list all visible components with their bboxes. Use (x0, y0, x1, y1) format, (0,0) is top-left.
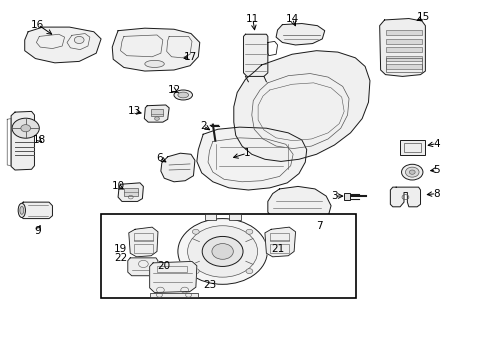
Polygon shape (243, 34, 267, 76)
Circle shape (21, 125, 30, 132)
Polygon shape (161, 153, 195, 182)
Polygon shape (264, 227, 295, 257)
Text: 23: 23 (203, 280, 216, 291)
Ellipse shape (20, 206, 24, 214)
Bar (385, 47, 421, 52)
Bar (133, 233, 153, 241)
Circle shape (192, 229, 199, 234)
Polygon shape (118, 183, 143, 202)
Bar (403, 143, 421, 152)
Text: 19: 19 (114, 244, 127, 253)
Circle shape (405, 167, 418, 177)
Bar (101, 214, 356, 298)
Polygon shape (11, 111, 34, 170)
Bar (204, 214, 216, 220)
Bar (133, 244, 153, 252)
Polygon shape (144, 105, 169, 122)
Bar (385, 58, 421, 72)
Polygon shape (20, 202, 52, 219)
Ellipse shape (18, 203, 25, 217)
Text: 2: 2 (200, 121, 206, 131)
Text: 14: 14 (285, 14, 298, 23)
Circle shape (12, 118, 39, 138)
Circle shape (211, 244, 233, 259)
Polygon shape (112, 28, 200, 71)
Text: 1: 1 (243, 148, 250, 158)
Polygon shape (25, 27, 101, 63)
Circle shape (245, 229, 252, 234)
Text: 22: 22 (114, 253, 127, 263)
Text: 10: 10 (111, 181, 124, 192)
Ellipse shape (144, 60, 164, 67)
Polygon shape (389, 187, 420, 207)
Bar (149, 293, 198, 297)
Circle shape (192, 269, 199, 274)
Text: 17: 17 (183, 52, 196, 62)
Circle shape (245, 269, 252, 274)
Bar (399, 140, 425, 155)
Bar (344, 193, 349, 200)
Ellipse shape (178, 92, 188, 98)
Text: 8: 8 (432, 189, 439, 199)
Bar (151, 109, 163, 116)
Text: 11: 11 (245, 14, 259, 23)
Polygon shape (149, 261, 197, 293)
Text: 12: 12 (167, 85, 180, 95)
Circle shape (408, 170, 414, 174)
Bar (269, 244, 288, 252)
Bar (385, 56, 421, 61)
Polygon shape (127, 258, 158, 276)
Circle shape (187, 226, 257, 277)
Polygon shape (128, 227, 158, 257)
Text: 13: 13 (127, 107, 141, 116)
Polygon shape (276, 23, 324, 45)
Bar (228, 214, 240, 220)
Bar (123, 188, 137, 196)
Text: 9: 9 (35, 226, 41, 236)
Polygon shape (197, 127, 306, 190)
Bar (385, 64, 421, 69)
Text: 3: 3 (330, 191, 337, 201)
Bar (385, 39, 421, 44)
Polygon shape (379, 18, 425, 76)
Text: 4: 4 (432, 139, 439, 149)
Circle shape (401, 164, 422, 180)
Text: 20: 20 (158, 261, 170, 271)
Text: 21: 21 (270, 244, 284, 253)
Text: 6: 6 (156, 153, 163, 163)
Bar (157, 266, 187, 272)
Polygon shape (233, 51, 369, 161)
Text: 15: 15 (416, 13, 429, 22)
Text: 5: 5 (432, 165, 439, 175)
Bar (385, 30, 421, 35)
Polygon shape (267, 186, 330, 227)
Ellipse shape (174, 90, 192, 100)
Text: 16: 16 (31, 19, 44, 30)
Text: 18: 18 (33, 135, 46, 145)
Circle shape (178, 219, 267, 284)
Text: 7: 7 (316, 221, 323, 231)
Circle shape (154, 117, 159, 120)
Bar (269, 233, 288, 241)
Circle shape (202, 237, 243, 266)
Circle shape (74, 36, 84, 44)
